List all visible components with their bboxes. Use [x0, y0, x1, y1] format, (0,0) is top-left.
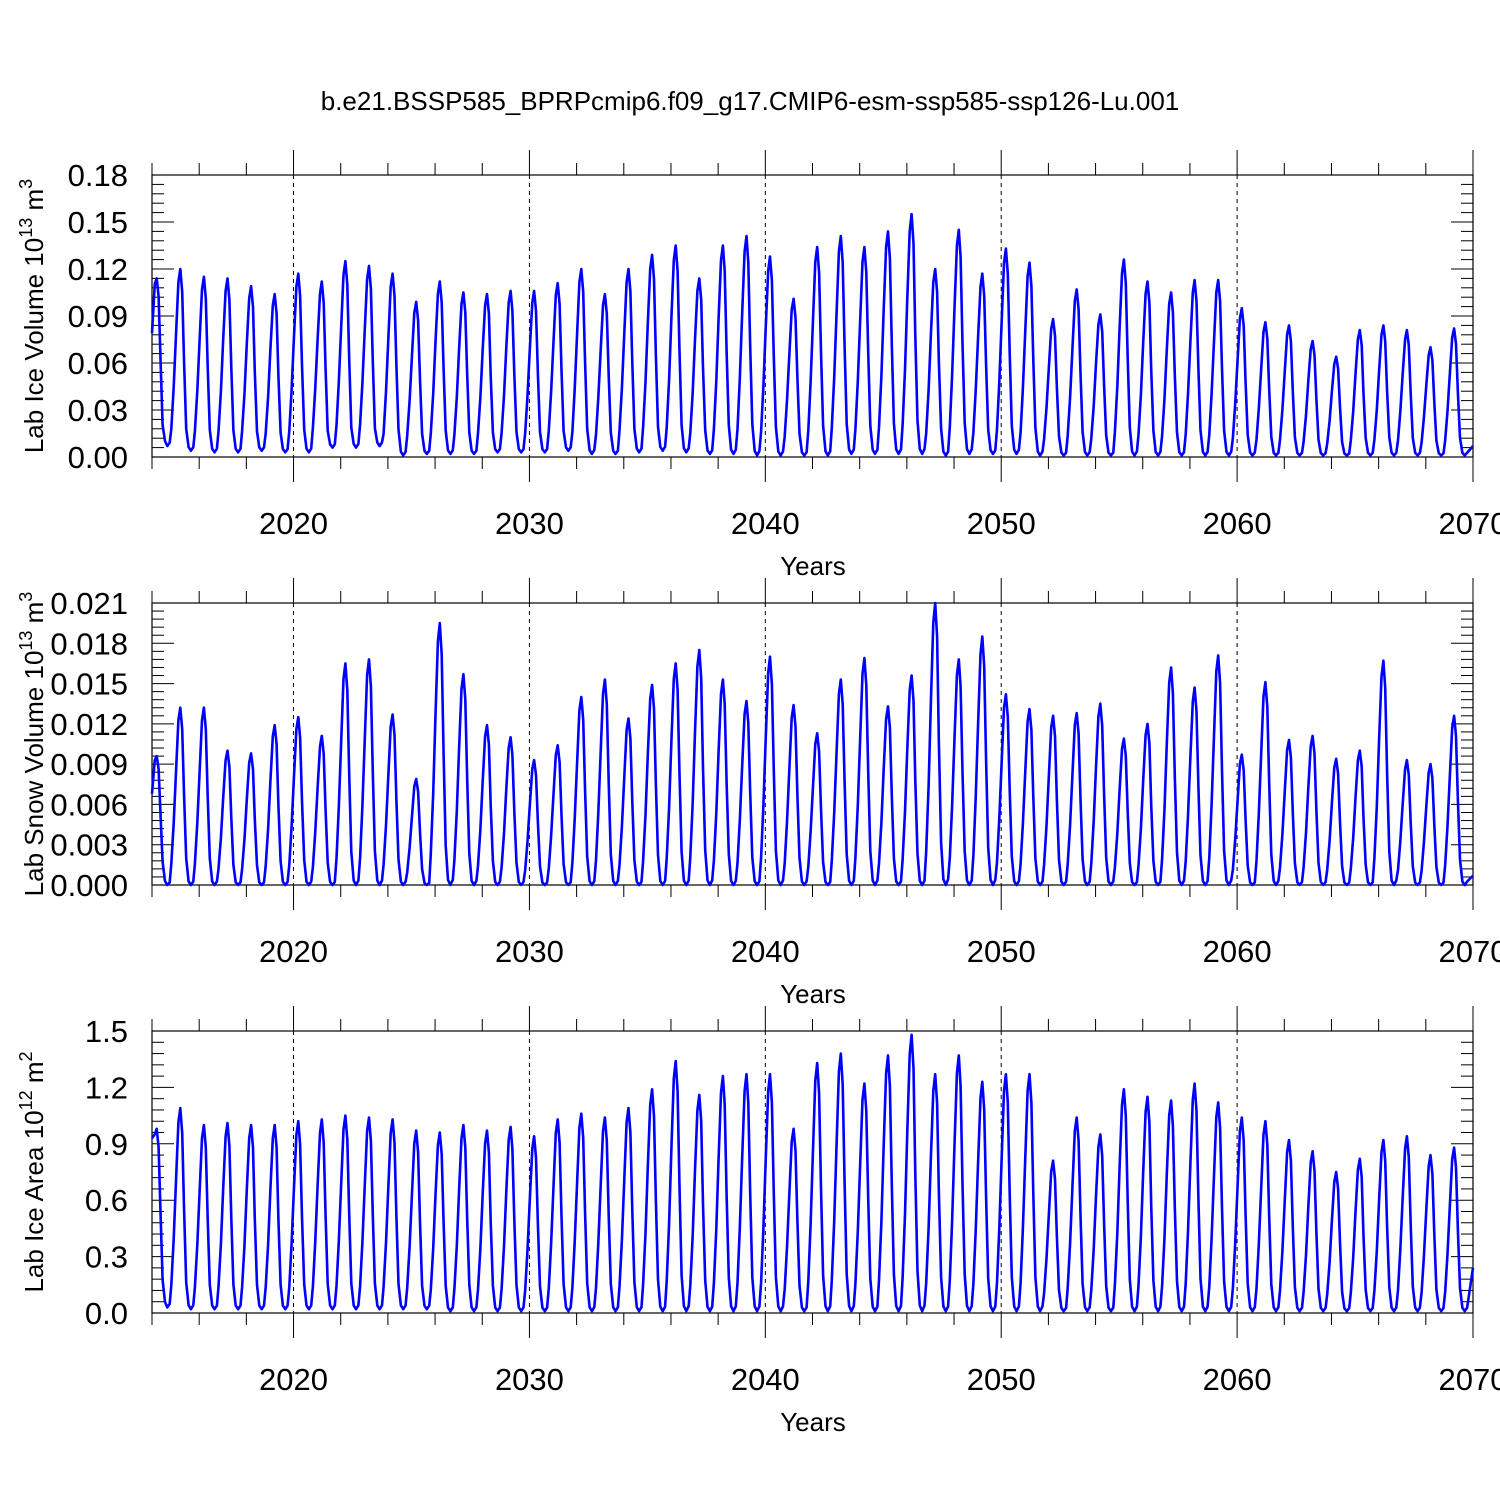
y-tick-label: 0.0: [85, 1296, 128, 1331]
y-tick-label: 0.00: [68, 440, 128, 475]
x-tick-label: 2020: [259, 506, 328, 541]
x-tick-label: 2050: [967, 934, 1036, 969]
y-tick-label: 0.006: [50, 787, 128, 822]
x-tick-label: 2060: [1203, 934, 1272, 969]
x-tick-label: 2070: [1439, 934, 1500, 969]
x-tick-label: 2020: [259, 1362, 328, 1397]
y-tick-label: 0.021: [50, 586, 128, 621]
y-tick-label: 0.06: [68, 346, 128, 381]
series-line-ice-area: [150, 1033, 1475, 1313]
y-tick-label: 0.6: [85, 1183, 128, 1218]
x-tick-label: 2070: [1439, 1362, 1500, 1397]
x-tick-label: 2030: [495, 934, 564, 969]
y-tick-label: 0.018: [50, 626, 128, 661]
x-axis-label: Years: [780, 551, 846, 581]
x-tick-label: 2050: [967, 1362, 1036, 1397]
x-tick-label: 2070: [1439, 506, 1500, 541]
x-axis-label: Years: [780, 1407, 846, 1437]
x-axis-label: Years: [780, 979, 846, 1009]
y-tick-label: 0.03: [68, 393, 128, 428]
y-tick-label: 1.5: [85, 1014, 128, 1049]
y-axis-label: Lab Ice Area 1012 m2: [16, 1051, 49, 1292]
series-line-ice-volume: [150, 212, 1474, 457]
x-tick-label: 2020: [259, 934, 328, 969]
y-tick-label: 0.18: [68, 158, 128, 193]
figure-title: b.e21.BSSP585_BPRPcmip6.f09_g17.CMIP6-es…: [320, 86, 1180, 116]
y-tick-label: 0.3: [85, 1240, 128, 1275]
y-tick-label: 0.15: [68, 205, 128, 240]
x-tick-label: 2040: [731, 506, 800, 541]
y-axis-label: Lab Ice Volume 1013 m3: [16, 179, 49, 453]
y-tick-label: 0.09: [68, 299, 128, 334]
panel-snow-volume: 0.000 0.003 0.006 0.009 0.012 0.015 0.018 0.021…: [16, 578, 1500, 1009]
series-line-snow-volume: [150, 601, 1474, 887]
y-tick-label: 0.000: [50, 868, 128, 903]
x-tick-label: 2040: [731, 1362, 800, 1397]
y-tick-label: 0.12: [68, 252, 128, 287]
panel-ice-volume: 0.00 0.03 0.06 0.09 0.12 0.15 0.18 2020 2030 2040…: [16, 150, 1500, 581]
x-tick-label: 2060: [1203, 506, 1272, 541]
y-tick-label: 1.2: [85, 1070, 128, 1105]
x-tick-label: 2050: [967, 506, 1036, 541]
y-tick-label: 0.9: [85, 1127, 128, 1162]
x-tick-label: 2030: [495, 1362, 564, 1397]
y-tick-label: 0.012: [50, 707, 128, 742]
x-tick-label: 2040: [731, 934, 800, 969]
x-tick-label: 2030: [495, 506, 564, 541]
y-axis-label: Lab Snow Volume 1013 m3: [16, 592, 49, 897]
x-tick-label: 2060: [1203, 1362, 1272, 1397]
panel-ice-area: 0.0 0.3 0.6 0.9 1.2 1.5 2020 2030 2040 2050 2060 20…: [16, 1006, 1500, 1437]
y-tick-label: 0.003: [50, 828, 128, 863]
y-tick-label: 0.009: [50, 747, 128, 782]
y-tick-label: 0.015: [50, 667, 128, 702]
